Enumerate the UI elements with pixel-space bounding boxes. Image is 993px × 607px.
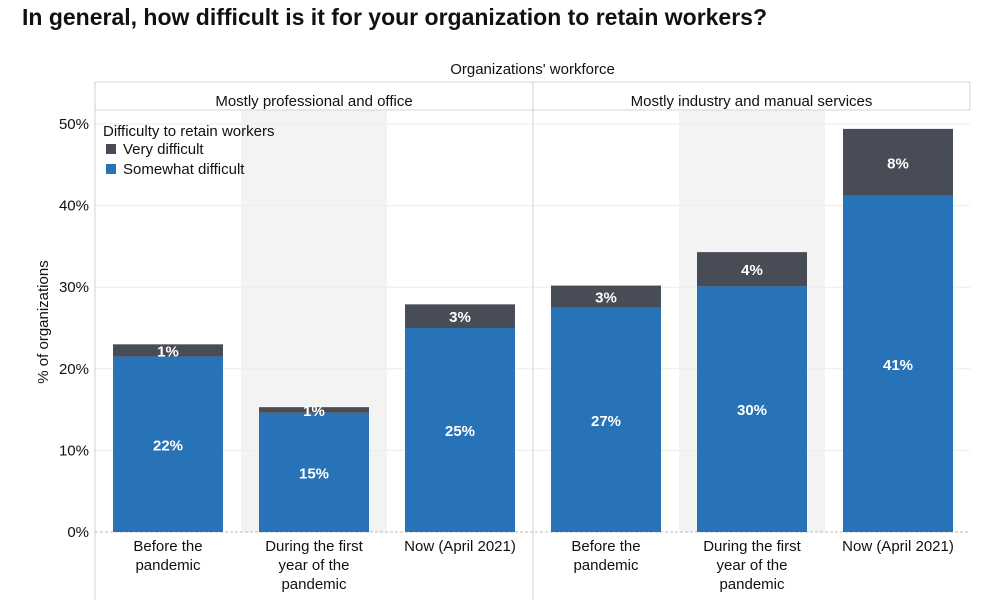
data-label-somewhat: 15% [299, 465, 329, 482]
data-label-somewhat: 30% [737, 402, 767, 419]
data-label-very: 3% [595, 290, 617, 307]
legend-swatch [106, 164, 116, 174]
category-label: Before the [133, 538, 202, 555]
gridlines [94, 81, 971, 600]
page-title: In general, how difficult is it for your… [22, 4, 768, 30]
bar-somewhat-difficult [405, 328, 515, 532]
category-label: Before the [571, 538, 640, 555]
y-axis-label: % of organizations [35, 260, 52, 383]
category-label: During the first [265, 538, 363, 555]
y-tick-label: 0% [67, 524, 89, 541]
bar-very-difficult [843, 128, 953, 196]
data-label-very: 4% [741, 262, 763, 279]
category-label: pandemic [135, 557, 201, 574]
group-header: Mostly industry and manual services [631, 93, 873, 110]
category-label: pandemic [573, 557, 639, 574]
data-label-somewhat: 25% [445, 423, 475, 440]
data-label-very: 1% [303, 403, 325, 420]
data-label-somewhat: 22% [153, 437, 183, 454]
category-label: pandemic [281, 576, 347, 593]
super-header: Organizations' workforce [450, 61, 615, 78]
data-label-very: 3% [449, 309, 471, 326]
y-tick-label: 40% [59, 198, 89, 215]
bars [113, 128, 953, 533]
category-label: year of the [279, 557, 350, 574]
data-label-very: 1% [157, 343, 179, 360]
bar-very-difficult [259, 407, 369, 413]
category-label: year of the [717, 557, 788, 574]
y-tick-label: 20% [59, 361, 89, 378]
bar-somewhat-difficult [113, 356, 223, 532]
legend-title: Difficulty to retain workers [103, 123, 274, 140]
data-label-very: 8% [887, 155, 909, 172]
bar-somewhat-difficult [259, 412, 369, 532]
bar-very-difficult [551, 285, 661, 308]
bar-somewhat-difficult [843, 195, 953, 533]
category-label: During the first [703, 538, 801, 555]
y-tick-label: 10% [59, 442, 89, 459]
group-header: Mostly professional and office [215, 93, 412, 110]
bar-very-difficult [405, 304, 515, 328]
data-label-somewhat: 27% [591, 413, 621, 430]
legend-label: Very difficult [123, 141, 204, 158]
category-label: pandemic [719, 576, 785, 593]
y-tick-label: 30% [59, 279, 89, 296]
bar-somewhat-difficult [697, 286, 807, 532]
category-label: Now (April 2021) [842, 538, 954, 555]
bar-very-difficult [697, 252, 807, 287]
bar-very-difficult [113, 344, 223, 357]
labels: Organizations' workforce Mostly professio… [35, 61, 954, 593]
legend-swatch [106, 144, 116, 154]
data-label-somewhat: 41% [883, 357, 913, 374]
category-label: Now (April 2021) [404, 538, 516, 555]
legend-label: Somewhat difficult [123, 161, 245, 178]
bar-somewhat-difficult [551, 307, 661, 532]
y-tick-label: 50% [59, 116, 89, 133]
